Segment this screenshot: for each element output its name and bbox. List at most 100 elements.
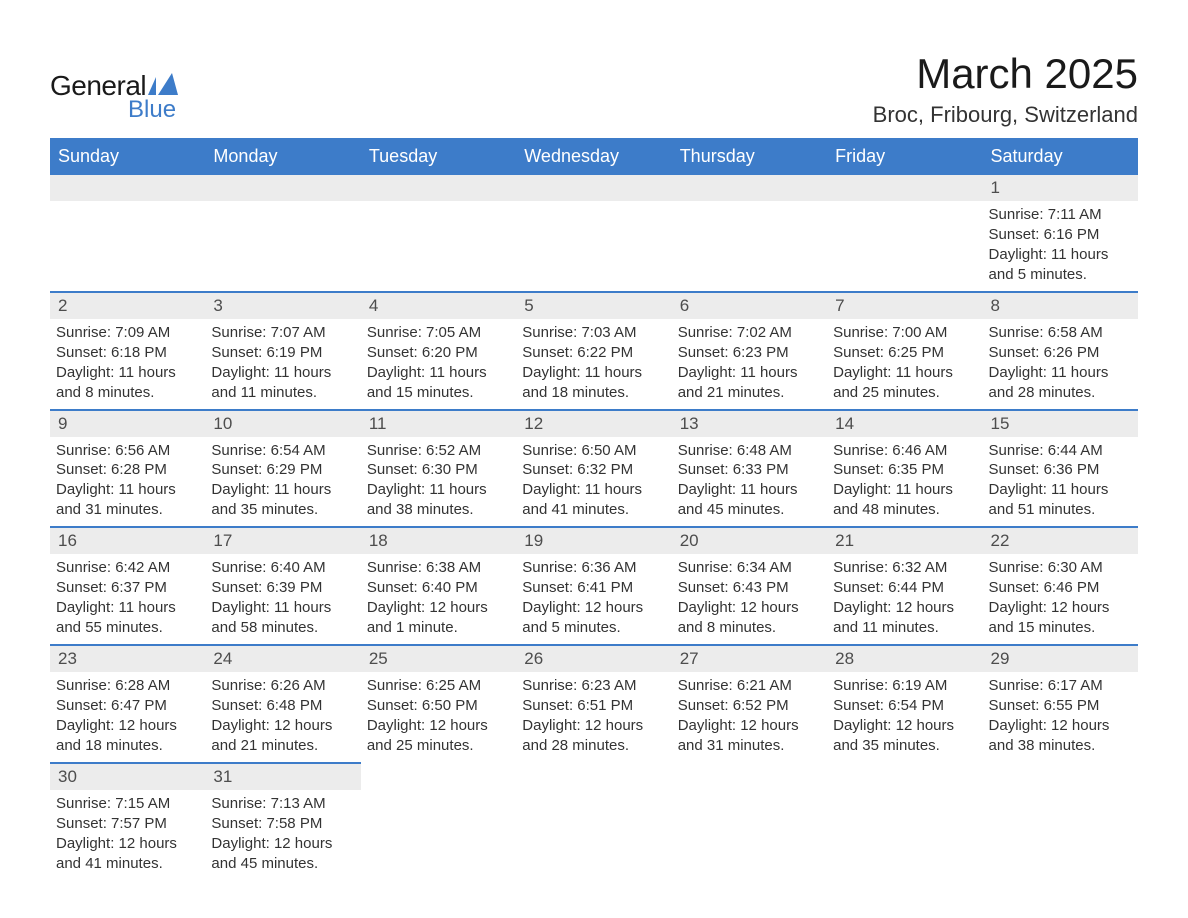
day-number	[672, 175, 827, 201]
calendar-header: SundayMondayTuesdayWednesdayThursdayFrid…	[50, 139, 1138, 174]
sunset-text: Sunset: 6:32 PM	[522, 460, 665, 480]
sunrise-text: Sunrise: 6:50 AM	[522, 441, 665, 461]
sunrise-text: Sunrise: 6:30 AM	[989, 558, 1132, 578]
day-details	[205, 201, 360, 211]
daylight-text: Daylight: 12 hours and 31 minutes.	[678, 716, 821, 756]
calendar-cell: 22Sunrise: 6:30 AMSunset: 6:46 PMDayligh…	[983, 527, 1138, 645]
sunset-text: Sunset: 6:22 PM	[522, 343, 665, 363]
daylight-text: Daylight: 12 hours and 35 minutes.	[833, 716, 976, 756]
sunset-text: Sunset: 6:48 PM	[211, 696, 354, 716]
day-details: Sunrise: 6:23 AMSunset: 6:51 PMDaylight:…	[516, 672, 671, 762]
sunrise-text: Sunrise: 6:38 AM	[367, 558, 510, 578]
sunrise-text: Sunrise: 7:03 AM	[522, 323, 665, 343]
daylight-text: Daylight: 12 hours and 11 minutes.	[833, 598, 976, 638]
day-number: 7	[827, 293, 982, 319]
day-details	[516, 789, 671, 799]
sunrise-text: Sunrise: 6:46 AM	[833, 441, 976, 461]
daylight-text: Daylight: 12 hours and 41 minutes.	[56, 834, 199, 874]
daylight-text: Daylight: 11 hours and 5 minutes.	[989, 245, 1132, 285]
sunset-text: Sunset: 6:16 PM	[989, 225, 1132, 245]
sunset-text: Sunset: 6:26 PM	[989, 343, 1132, 363]
day-number: 29	[983, 646, 1138, 672]
day-number: 23	[50, 646, 205, 672]
sunset-text: Sunset: 7:58 PM	[211, 814, 354, 834]
weekday-header: Thursday	[672, 139, 827, 174]
daylight-text: Daylight: 11 hours and 21 minutes.	[678, 363, 821, 403]
day-details: Sunrise: 6:19 AMSunset: 6:54 PMDaylight:…	[827, 672, 982, 762]
calendar-cell	[205, 174, 360, 292]
day-details: Sunrise: 6:30 AMSunset: 6:46 PMDaylight:…	[983, 554, 1138, 644]
calendar-cell: 20Sunrise: 6:34 AMSunset: 6:43 PMDayligh…	[672, 527, 827, 645]
day-details	[672, 201, 827, 211]
day-details: Sunrise: 6:54 AMSunset: 6:29 PMDaylight:…	[205, 437, 360, 527]
day-number: 20	[672, 528, 827, 554]
day-details: Sunrise: 6:25 AMSunset: 6:50 PMDaylight:…	[361, 672, 516, 762]
calendar-cell: 27Sunrise: 6:21 AMSunset: 6:52 PMDayligh…	[672, 645, 827, 763]
day-details: Sunrise: 6:28 AMSunset: 6:47 PMDaylight:…	[50, 672, 205, 762]
sunset-text: Sunset: 6:43 PM	[678, 578, 821, 598]
calendar-cell	[516, 174, 671, 292]
calendar-cell: 1Sunrise: 7:11 AMSunset: 6:16 PMDaylight…	[983, 174, 1138, 292]
calendar-cell: 8Sunrise: 6:58 AMSunset: 6:26 PMDaylight…	[983, 292, 1138, 410]
weekday-header: Wednesday	[516, 139, 671, 174]
day-number: 27	[672, 646, 827, 672]
sunset-text: Sunset: 6:28 PM	[56, 460, 199, 480]
sunrise-text: Sunrise: 6:19 AM	[833, 676, 976, 696]
calendar-cell: 28Sunrise: 6:19 AMSunset: 6:54 PMDayligh…	[827, 645, 982, 763]
daylight-text: Daylight: 11 hours and 58 minutes.	[211, 598, 354, 638]
day-number: 25	[361, 646, 516, 672]
calendar-cell: 13Sunrise: 6:48 AMSunset: 6:33 PMDayligh…	[672, 410, 827, 528]
sunset-text: Sunset: 6:40 PM	[367, 578, 510, 598]
sunset-text: Sunset: 6:37 PM	[56, 578, 199, 598]
sunset-text: Sunset: 6:55 PM	[989, 696, 1132, 716]
day-details	[827, 201, 982, 211]
sunrise-text: Sunrise: 6:25 AM	[367, 676, 510, 696]
day-number	[983, 763, 1138, 789]
daylight-text: Daylight: 12 hours and 18 minutes.	[56, 716, 199, 756]
calendar-week-row: 9Sunrise: 6:56 AMSunset: 6:28 PMDaylight…	[50, 410, 1138, 528]
sunrise-text: Sunrise: 7:13 AM	[211, 794, 354, 814]
calendar-cell: 15Sunrise: 6:44 AMSunset: 6:36 PMDayligh…	[983, 410, 1138, 528]
day-details: Sunrise: 6:56 AMSunset: 6:28 PMDaylight:…	[50, 437, 205, 527]
day-number: 24	[205, 646, 360, 672]
calendar-cell: 25Sunrise: 6:25 AMSunset: 6:50 PMDayligh…	[361, 645, 516, 763]
sunset-text: Sunset: 6:47 PM	[56, 696, 199, 716]
daylight-text: Daylight: 11 hours and 15 minutes.	[367, 363, 510, 403]
day-number: 15	[983, 411, 1138, 437]
day-number: 16	[50, 528, 205, 554]
day-number: 31	[205, 764, 360, 790]
day-details	[50, 201, 205, 211]
daylight-text: Daylight: 11 hours and 51 minutes.	[989, 480, 1132, 520]
sunrise-text: Sunrise: 7:05 AM	[367, 323, 510, 343]
day-details	[827, 789, 982, 799]
day-details: Sunrise: 6:36 AMSunset: 6:41 PMDaylight:…	[516, 554, 671, 644]
calendar-cell: 19Sunrise: 6:36 AMSunset: 6:41 PMDayligh…	[516, 527, 671, 645]
calendar-cell	[361, 174, 516, 292]
sunrise-text: Sunrise: 7:07 AM	[211, 323, 354, 343]
calendar-week-row: 30Sunrise: 7:15 AMSunset: 7:57 PMDayligh…	[50, 763, 1138, 880]
daylight-text: Daylight: 11 hours and 45 minutes.	[678, 480, 821, 520]
calendar-cell	[672, 763, 827, 880]
sunset-text: Sunset: 6:51 PM	[522, 696, 665, 716]
calendar-cell: 3Sunrise: 7:07 AMSunset: 6:19 PMDaylight…	[205, 292, 360, 410]
daylight-text: Daylight: 12 hours and 45 minutes.	[211, 834, 354, 874]
sunset-text: Sunset: 6:33 PM	[678, 460, 821, 480]
day-details: Sunrise: 7:02 AMSunset: 6:23 PMDaylight:…	[672, 319, 827, 409]
day-details: Sunrise: 7:13 AMSunset: 7:58 PMDaylight:…	[205, 790, 360, 880]
calendar-week-row: 23Sunrise: 6:28 AMSunset: 6:47 PMDayligh…	[50, 645, 1138, 763]
sunset-text: Sunset: 6:29 PM	[211, 460, 354, 480]
day-details	[361, 201, 516, 211]
sunrise-text: Sunrise: 6:56 AM	[56, 441, 199, 461]
sunrise-text: Sunrise: 7:09 AM	[56, 323, 199, 343]
day-details: Sunrise: 6:58 AMSunset: 6:26 PMDaylight:…	[983, 319, 1138, 409]
calendar-week-row: 2Sunrise: 7:09 AMSunset: 6:18 PMDaylight…	[50, 292, 1138, 410]
day-number	[516, 175, 671, 201]
calendar-cell	[983, 763, 1138, 880]
day-details	[516, 201, 671, 211]
day-details: Sunrise: 7:15 AMSunset: 7:57 PMDaylight:…	[50, 790, 205, 880]
day-number: 8	[983, 293, 1138, 319]
calendar-cell: 29Sunrise: 6:17 AMSunset: 6:55 PMDayligh…	[983, 645, 1138, 763]
sunset-text: Sunset: 6:46 PM	[989, 578, 1132, 598]
day-details: Sunrise: 6:42 AMSunset: 6:37 PMDaylight:…	[50, 554, 205, 644]
day-number: 4	[361, 293, 516, 319]
